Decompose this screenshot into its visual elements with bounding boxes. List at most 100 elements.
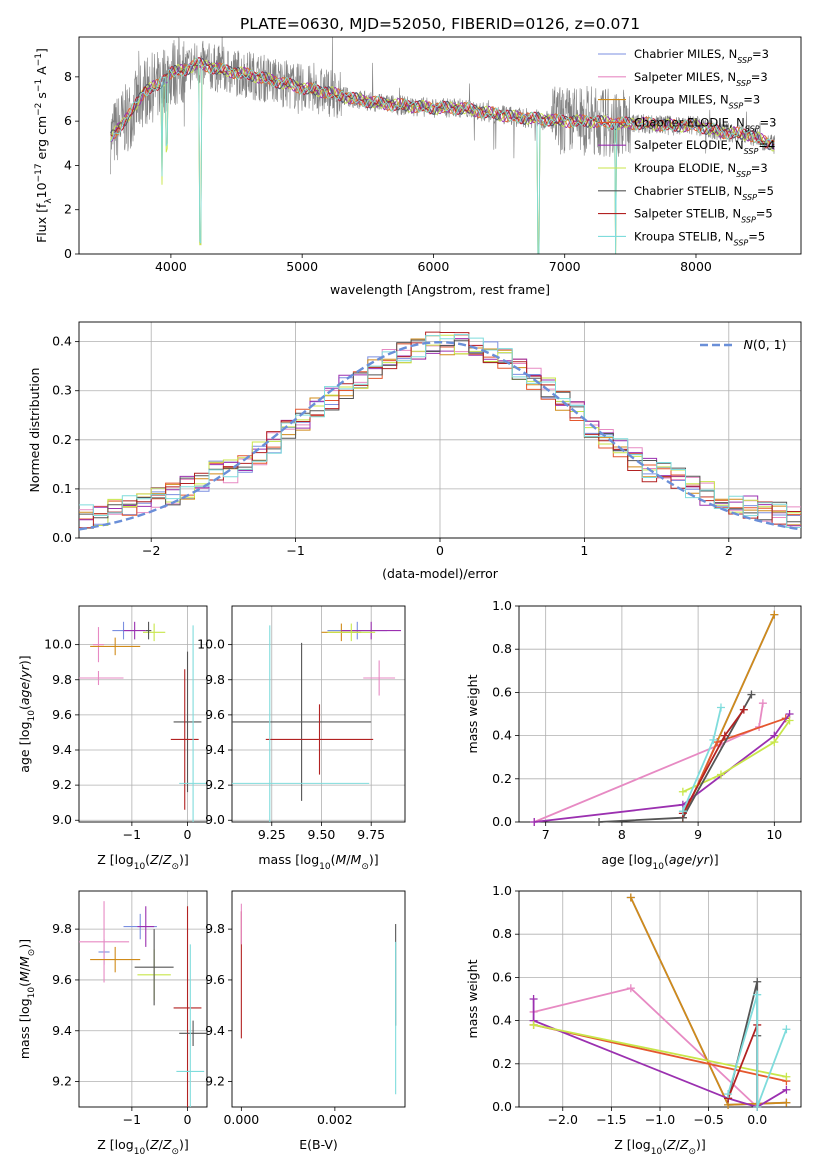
x-tick-label: 0 <box>436 543 444 558</box>
label-part: )] <box>369 852 379 867</box>
x-tick-label: 8 <box>618 827 626 842</box>
legend-label: Kroupa ELODIE, NSSP=3 <box>634 161 768 179</box>
histogram-step <box>79 338 801 527</box>
points <box>232 621 402 822</box>
label-part: mass [log <box>258 852 319 867</box>
y-tick-label: 0.8 <box>492 926 512 941</box>
x-tick-label: 6000 <box>418 259 450 274</box>
legend-label: Salpeter MILES, NSSP=3 <box>634 70 768 88</box>
legend-sub: SSP <box>744 147 759 156</box>
series <box>530 610 794 826</box>
legend-nssp: =5 <box>748 229 765 243</box>
label-part: λ <box>44 198 54 204</box>
label-part: Z <box>666 1137 676 1152</box>
label-part: / <box>346 852 351 867</box>
series-line <box>533 1024 787 1078</box>
y-tick-label: 0.2 <box>492 771 512 786</box>
label-part: / <box>692 852 697 867</box>
label-part: )] <box>17 939 32 949</box>
x-tick-label: 5000 <box>286 259 318 274</box>
legend-model-name: Chabrier MILES, N <box>634 47 737 61</box>
label-part: 10 <box>27 987 37 999</box>
y-tick-label: 0.0 <box>492 814 512 829</box>
legend-nssp: =4 <box>758 138 775 152</box>
x-tick-label: 9 <box>694 827 702 842</box>
series-marker <box>678 787 687 796</box>
label-part: Z <box>149 852 159 867</box>
label-part: Z [log <box>97 852 133 867</box>
label-part: Z [log <box>97 1137 133 1152</box>
legend-nssp: =3 <box>751 70 768 84</box>
axes-frame <box>78 890 208 1108</box>
y-tick-label: 0.6 <box>492 684 512 699</box>
label-part: N <box>744 337 754 352</box>
series-marker <box>782 1098 791 1107</box>
series-marker <box>720 731 729 740</box>
series-marker <box>758 699 767 708</box>
histogram-step <box>79 339 801 523</box>
legend-nssp: =3 <box>743 93 760 107</box>
age_vs_Z-panel: −1 09.09.29.49.69.810.0Z [log10(Z/Z⊙)]age… <box>17 605 208 872</box>
y-tick-label: 9.2 <box>52 777 72 792</box>
x-tick-label: 0 <box>184 1112 192 1127</box>
y-tick-label: 9.4 <box>52 1023 72 1038</box>
x-tick-label: 8000 <box>680 259 712 274</box>
legend-sub: SSP <box>736 170 751 179</box>
legend-model-name: Chabrier ELODIE, N <box>634 115 745 129</box>
series-marker <box>753 990 762 999</box>
x-tick-label: 9.25 <box>258 827 286 842</box>
label-part: (0, 1) <box>753 337 787 352</box>
legend-model-name: Salpeter STELIB, N <box>634 207 741 221</box>
x-axis-label: (data-model)/error <box>382 566 499 581</box>
y-tick-label: 9.2 <box>205 1074 225 1089</box>
y-tick-label: 9.0 <box>52 812 72 827</box>
y-tick-label: 1.0 <box>492 598 512 613</box>
y-tick-label: 9.8 <box>52 921 72 936</box>
label-part: A <box>34 66 49 79</box>
label-part: −2 <box>34 103 44 116</box>
label-part: age <box>669 852 693 867</box>
normal-curve <box>79 340 801 531</box>
label-part: mass [log <box>17 998 32 1059</box>
series-marker <box>626 984 635 993</box>
x-tick-label: 0.0 <box>747 1112 767 1127</box>
label-part: M <box>17 971 32 982</box>
legend-label: Chabrier ELODIE, NSSP=3 <box>634 115 776 132</box>
label-part: ( <box>145 852 150 867</box>
label-part: )] <box>696 1137 706 1152</box>
label-part: / <box>159 852 164 867</box>
series-marker <box>716 703 725 712</box>
series-marker <box>747 690 756 699</box>
label-part: ( <box>664 852 669 867</box>
label-part: age [log <box>17 721 32 772</box>
x-tick-label: 2 <box>725 543 733 558</box>
label-part: Z <box>679 1137 689 1152</box>
points <box>240 903 397 1095</box>
label-part: Z [log <box>614 1137 650 1152</box>
y-axis-label: Normed distribution <box>27 368 42 493</box>
series-line <box>533 703 764 823</box>
legend-label: Salpeter STELIB, NSSP=5 <box>634 207 773 225</box>
legend-model-name: Salpeter MILES, N <box>634 70 736 84</box>
label-part: ⊙ <box>688 1147 696 1157</box>
series-marker <box>770 738 779 747</box>
y-tick-label: 9.6 <box>52 707 72 722</box>
y-tick-label: 2 <box>64 202 72 217</box>
spectrum-panel: 4000 5000 6000 7000 8000 0 2 4 6 8 wavelength [Ang… <box>34 36 802 297</box>
series-marker <box>595 818 604 826</box>
legend-nssp: =3 <box>751 161 768 175</box>
legend-sub: SSP <box>742 192 757 201</box>
model-spectrum-line <box>110 60 775 143</box>
series-line <box>727 994 788 1108</box>
axes-frame <box>78 605 208 823</box>
y-tick-label: 9.0 <box>205 812 225 827</box>
y-tick-label: 10.0 <box>197 637 225 652</box>
y-tick-label: 9.6 <box>205 972 225 987</box>
label-part: ⊙ <box>171 862 179 872</box>
y-tick-label: 4 <box>64 157 72 172</box>
y-tick-label: 9.6 <box>52 972 72 987</box>
mass_vs_Z-panel: −1 09.29.49.69.8Z [log10(Z/Z⊙)]mass [log1… <box>17 890 208 1157</box>
series-marker <box>709 735 718 744</box>
